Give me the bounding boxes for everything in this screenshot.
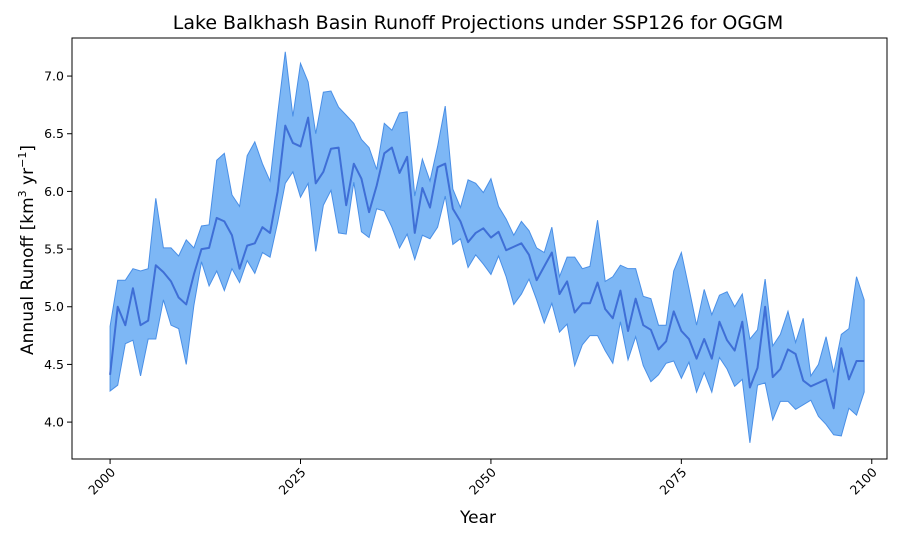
y-tick-label: 6.0 bbox=[44, 184, 64, 199]
x-tick-label: 2000 bbox=[85, 464, 118, 497]
plot-area bbox=[71, 37, 888, 460]
y-tick-label: 4.5 bbox=[44, 357, 64, 372]
y-axis-label-main: Annual Runoff [km bbox=[18, 197, 38, 355]
x-tick-label: 2025 bbox=[276, 465, 309, 498]
x-axis-label: Year bbox=[459, 508, 496, 528]
y-tick-label: 4.0 bbox=[44, 415, 64, 430]
y-axis-label-superscript-1: 3 bbox=[16, 190, 29, 197]
y-tick-label: 5.5 bbox=[44, 242, 64, 257]
y-axis-ticks: 4.0 4.5 5.0 5.5 6.0 6.5 7.0 bbox=[44, 69, 72, 430]
y-axis-label-mid: yr bbox=[18, 168, 38, 190]
y-tick-label: 6.5 bbox=[44, 126, 64, 141]
mean-runoff-line bbox=[109, 116, 865, 410]
y-tick-label: 5.0 bbox=[44, 299, 64, 314]
x-tick-label: 2075 bbox=[656, 465, 689, 498]
plot-frame bbox=[71, 37, 888, 460]
y-axis-label-superscript-2: −1 bbox=[16, 152, 29, 168]
y-axis-label: Annual Runoff [km3 yr−1] bbox=[16, 145, 38, 355]
chart-title: Lake Balkhash Basin Runoff Projections u… bbox=[173, 12, 783, 34]
uncertainty-band bbox=[109, 51, 865, 443]
x-tick-label: 2100 bbox=[847, 464, 880, 497]
y-tick-label: 7.0 bbox=[44, 69, 64, 84]
y-axis-label-end: ] bbox=[18, 145, 38, 152]
x-tick-label: 2050 bbox=[466, 464, 499, 497]
x-axis-ticks: 2000 2025 2050 2075 2100 bbox=[85, 459, 880, 498]
